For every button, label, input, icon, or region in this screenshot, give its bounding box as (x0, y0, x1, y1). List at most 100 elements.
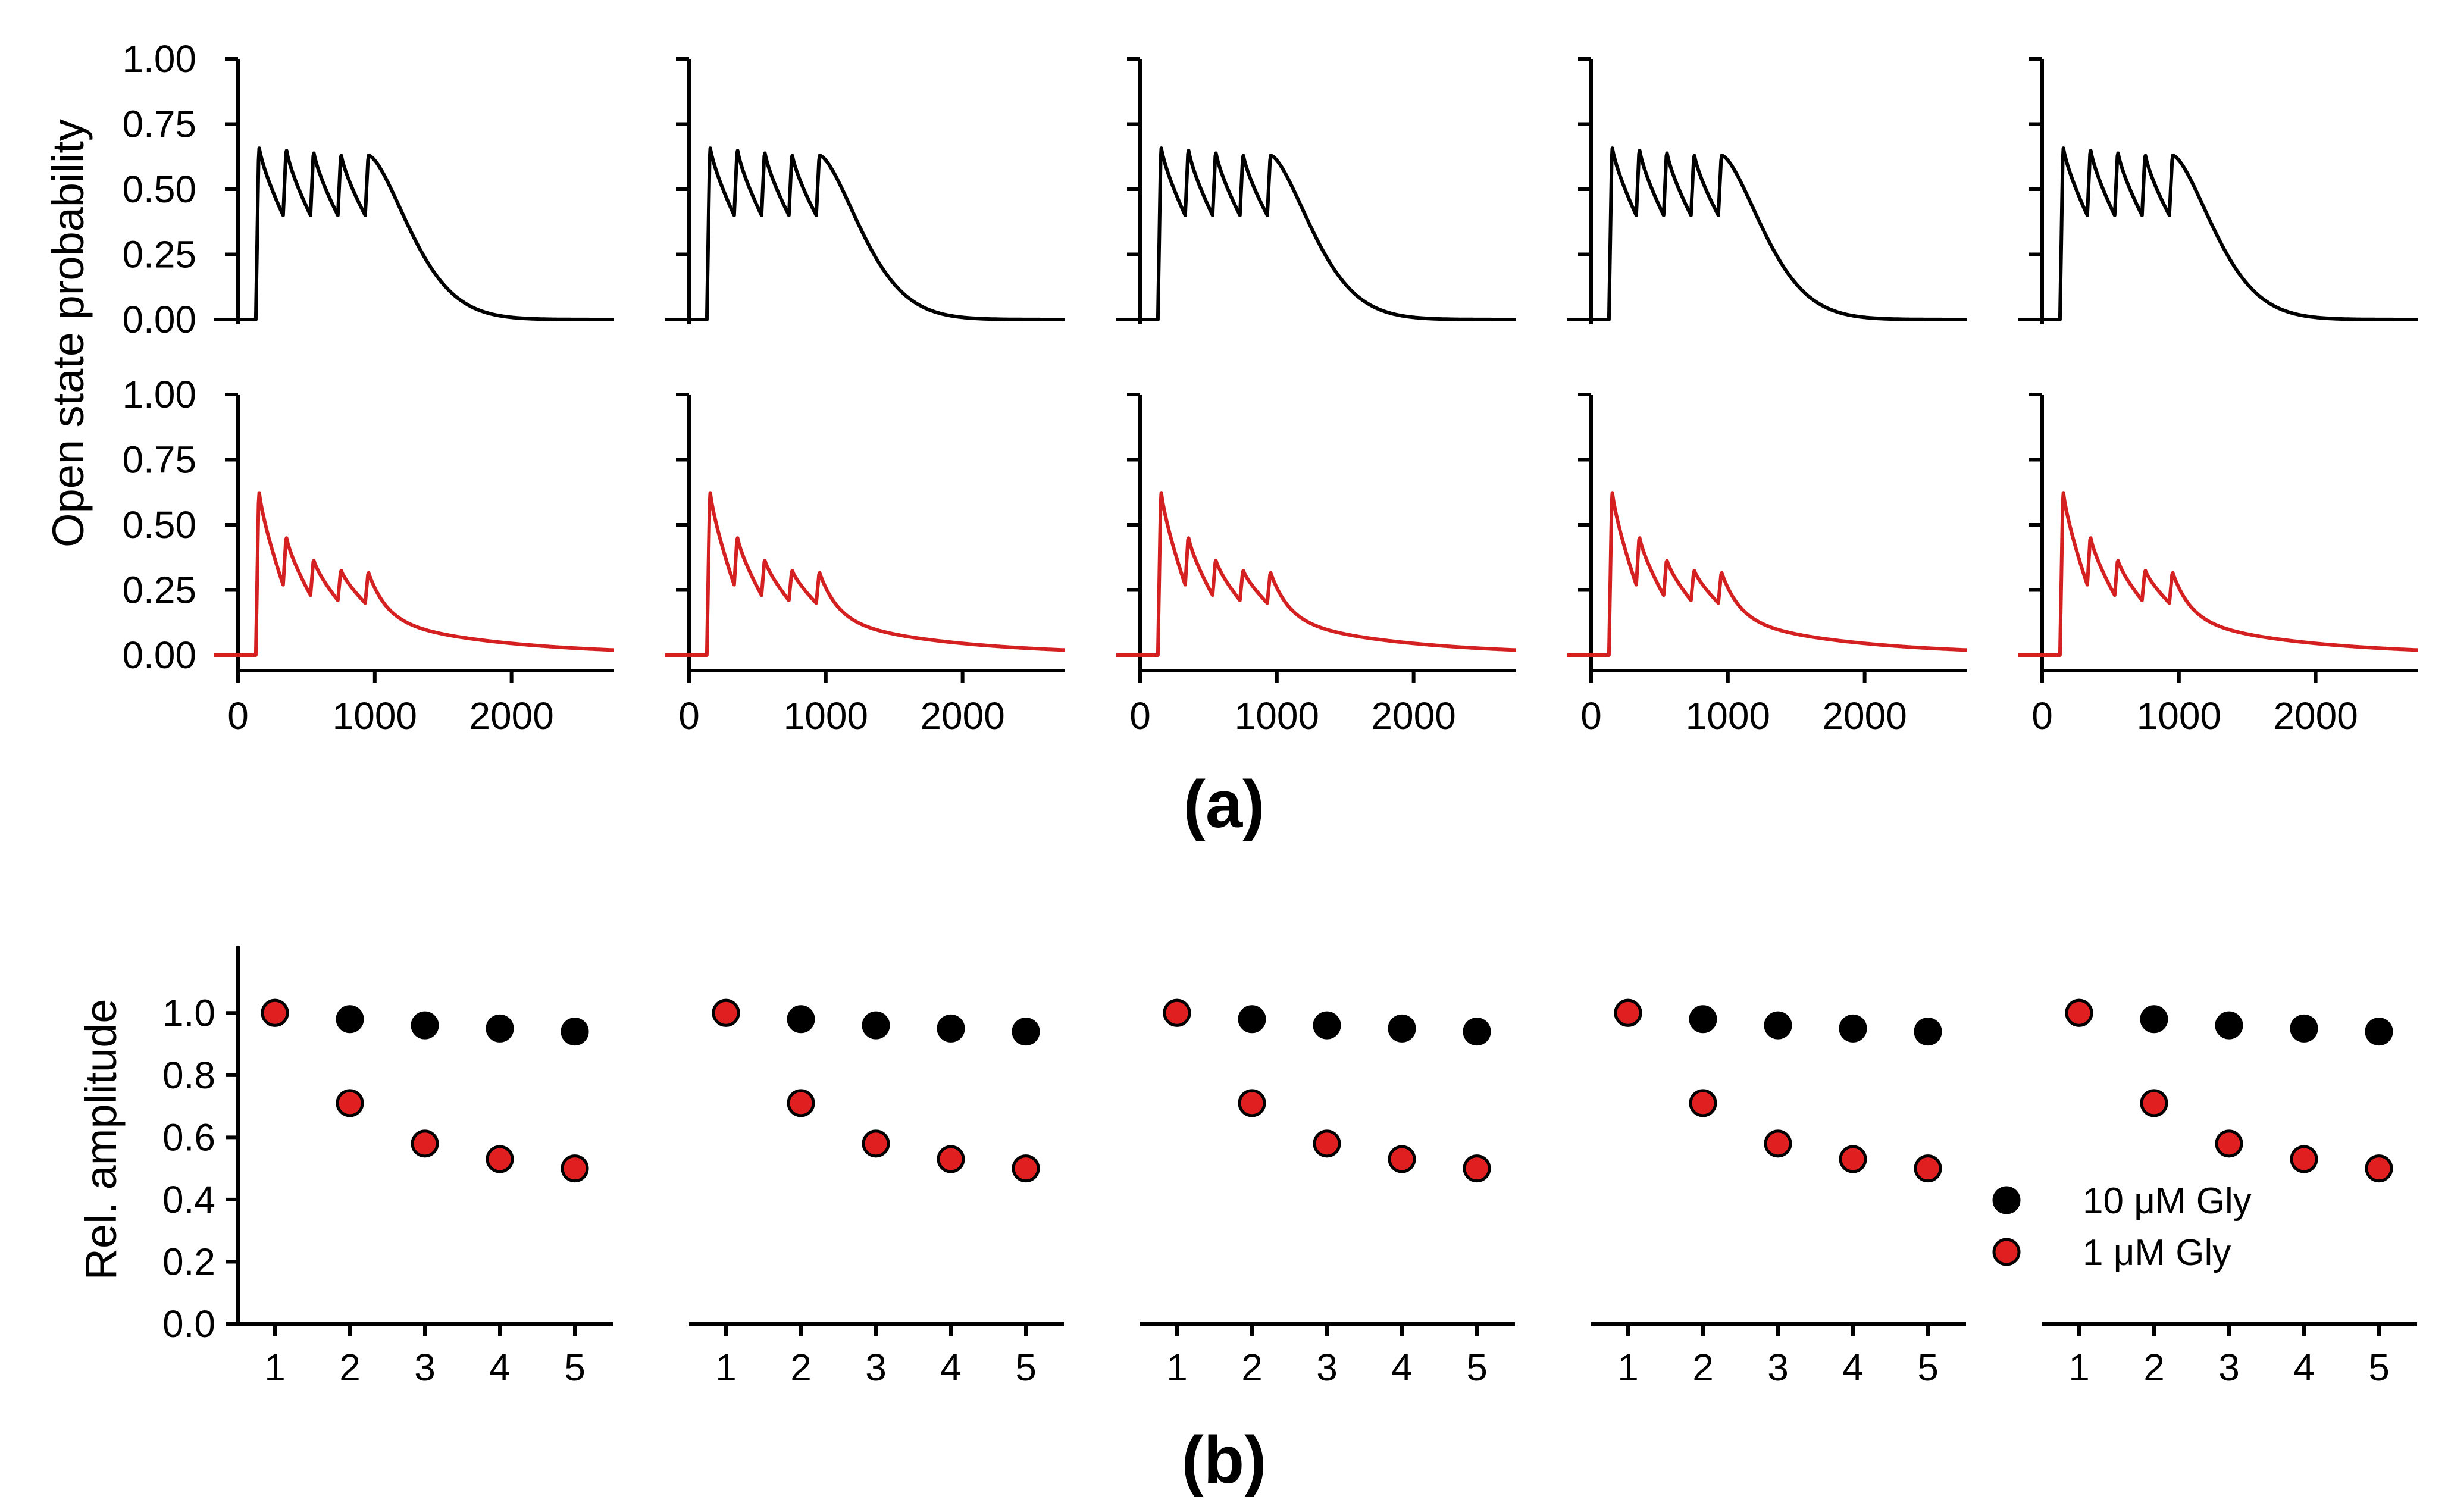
point-10um-4 (486, 1014, 514, 1043)
point-10um-5 (1012, 1018, 1040, 1046)
x-tick-label: 3 (865, 1346, 887, 1389)
x-tick-label: 2000 (469, 694, 553, 737)
x-tick-label: 4 (489, 1346, 511, 1389)
point-10um-5 (1914, 1018, 1942, 1046)
x-tick-label: 3 (414, 1346, 436, 1389)
point-10um-3 (411, 1011, 439, 1040)
x-tick-label: 1000 (784, 694, 868, 737)
x-tick-label: 1 (2068, 1346, 2090, 1389)
point-10um-2 (1238, 1005, 1266, 1034)
y-tick-label: 0.25 (122, 569, 196, 612)
trace-plot-row2-col2: 0 1000 2000 (665, 393, 1066, 737)
point-10um-3 (2215, 1011, 2243, 1040)
point-1um-5 (1012, 1154, 1040, 1183)
point-1um-5 (561, 1154, 589, 1183)
point-10um-4 (1388, 1014, 1416, 1043)
trace-plot-row2-col4: 0 1000 2000 (1567, 393, 1968, 737)
point-10um-2 (1689, 1005, 1717, 1034)
point-1um-4 (486, 1145, 514, 1173)
legend: 10 μM Gly 1 μM Gly (1992, 1181, 2252, 1273)
y-tick-label: 0.75 (122, 439, 196, 481)
y-tick-label: 0.4 (162, 1178, 215, 1221)
x-tick-label: 2000 (2273, 694, 2358, 737)
panel-a-traces: 0.00 0.25 0.50 0.75 1.00 0.00 0.25 0.50 0.75 1.00… (122, 37, 2419, 737)
point-10um-2 (787, 1005, 815, 1034)
x-tick-label: 1000 (1686, 694, 1770, 737)
trace-line-10um (665, 146, 1066, 321)
legend-label-1um: 1 μM Gly (2083, 1232, 2231, 1273)
point-10um-5 (2365, 1018, 2393, 1046)
scatter-plot-col1: 0.0 0.2 0.4 0.6 0.8 1.0 1 2 3 4 5 (162, 946, 613, 1389)
point-1um-2 (787, 1089, 815, 1117)
y-tick-label: 0.2 (162, 1240, 215, 1283)
y-tick-label: 1.0 (162, 991, 215, 1034)
point-1um-5 (1463, 1154, 1491, 1183)
x-tick-label: 1000 (333, 694, 417, 737)
trace-plot-row2-col5: 0 1000 2000 (2018, 393, 2419, 737)
y-tick-label: 0.50 (122, 503, 196, 546)
y-tick-label: 1.00 (122, 373, 196, 416)
point-1um-1 (2065, 998, 2093, 1027)
y-tick-label: 0.00 (122, 634, 196, 677)
point-1um-3 (411, 1129, 439, 1158)
x-tick-label: 5 (1466, 1346, 1488, 1389)
panel-label-a: (a) (1184, 767, 1265, 841)
point-10um-3 (862, 1011, 890, 1040)
x-tick-label: 4 (1842, 1346, 1864, 1389)
point-10um-2 (336, 1005, 364, 1034)
x-tick-label: 3 (1316, 1346, 1338, 1389)
x-tick-label: 0 (1129, 694, 1151, 737)
trace-line-10um (214, 146, 615, 321)
y-tick-label: 1.00 (122, 37, 196, 80)
legend-label-10um: 10 μM Gly (2083, 1181, 2252, 1222)
point-1um-4 (937, 1145, 965, 1173)
point-1um-3 (2215, 1129, 2243, 1158)
point-1um-4 (1839, 1145, 1867, 1173)
scatter-plot-col4: 1 2 3 4 5 (1591, 998, 1966, 1389)
scatter-plot-col2: 1 2 3 4 5 (689, 998, 1064, 1389)
x-tick-label: 2 (1241, 1346, 1263, 1389)
x-tick-label: 0 (678, 694, 700, 737)
point-10um-3 (1764, 1011, 1792, 1040)
x-tick-label: 2000 (1371, 694, 1455, 737)
y-tick-label: 0.0 (162, 1303, 215, 1345)
point-1um-5 (1914, 1154, 1942, 1183)
point-1um-2 (2140, 1089, 2168, 1117)
x-tick-label: 1000 (2137, 694, 2221, 737)
x-tick-label: 2 (2143, 1346, 2165, 1389)
point-1um-1 (712, 998, 740, 1027)
x-tick-label: 5 (2368, 1346, 2390, 1389)
x-tick-label: 1 (264, 1346, 286, 1389)
y-tick-label: 0.00 (122, 298, 196, 341)
x-tick-label: 3 (2218, 1346, 2240, 1389)
point-10um-4 (1839, 1014, 1867, 1043)
point-10um-2 (2140, 1005, 2168, 1034)
point-1um-5 (2365, 1154, 2393, 1183)
point-1um-2 (1689, 1089, 1717, 1117)
panel-b-scatter: 0.0 0.2 0.4 0.6 0.8 1.0 1 2 3 4 5 1 2 3 4 5 1 2 3 4 5 1 2 3 4 5 1 2… (162, 946, 2417, 1389)
trace-plot-row1-col4 (1567, 57, 1968, 324)
point-1um-1 (261, 998, 289, 1027)
trace-line-10um (1116, 146, 1517, 321)
legend-marker-10um (1992, 1186, 2021, 1214)
x-tick-label: 1000 (1235, 694, 1319, 737)
legend-marker-1um (1992, 1238, 2021, 1266)
trace-plot-row1-col5 (2018, 57, 2419, 324)
y-axis-label-rel-amplitude: Rel. amplitude (76, 998, 126, 1280)
trace-line-10um (1567, 146, 1968, 321)
point-1um-1 (1163, 998, 1191, 1027)
x-tick-label: 0 (1580, 694, 1602, 737)
trace-plot-row1-col1: 0.00 0.25 0.50 0.75 1.00 (122, 37, 615, 341)
x-tick-label: 4 (2293, 1346, 2315, 1389)
point-10um-5 (561, 1018, 589, 1046)
scatter-plot-col5: 1 2 3 4 5 (2042, 998, 2417, 1389)
point-1um-1 (1614, 998, 1642, 1027)
x-tick-label: 5 (1015, 1346, 1037, 1389)
x-tick-label: 0 (2031, 694, 2053, 737)
x-tick-label: 2 (339, 1346, 361, 1389)
scatter-plot-col3: 1 2 3 4 5 (1140, 998, 1515, 1389)
point-1um-3 (862, 1129, 890, 1158)
trace-line-1um (665, 491, 1066, 657)
trace-line-1um (1567, 491, 1968, 657)
panel-label-b: (b) (1181, 1423, 1266, 1497)
